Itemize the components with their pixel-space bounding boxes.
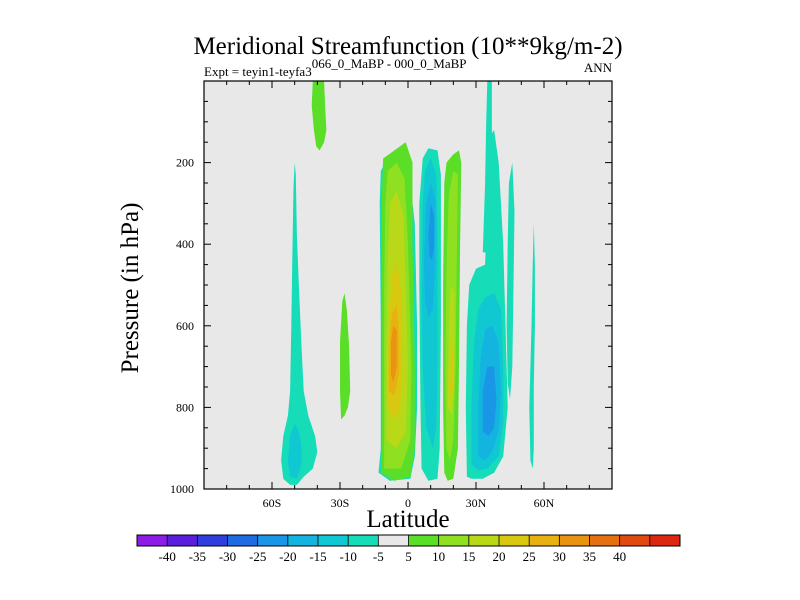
experiment-prefix: Expt = teyin1-teyfa3: [204, 64, 312, 79]
colorbar-swatch: [438, 535, 470, 546]
y-tick-label: 400: [176, 237, 194, 251]
contour-hadley-north-neg-20: [428, 203, 435, 261]
colorbar-label: 40: [613, 549, 626, 564]
colorbar-label: 15: [462, 549, 475, 564]
colorbar-label: -20: [279, 549, 296, 564]
contour-layer: [281, 81, 535, 485]
x-tick-label: 30N: [466, 496, 487, 510]
colorbar-swatch: [589, 535, 621, 546]
y-tick-label: 800: [176, 400, 194, 414]
colorbar-label: -25: [249, 549, 266, 564]
colorbar-label: -40: [158, 549, 175, 564]
colorbar-label: 5: [405, 549, 412, 564]
contour-ferrel-north-25: [449, 346, 454, 400]
colorbar-swatch: [318, 535, 349, 546]
colorbar-swatch: [468, 535, 500, 546]
contour-north-plume-b: [506, 162, 515, 400]
colorbar-label: 30: [553, 549, 566, 564]
colorbar: -40 -35 -30 -25 -20 -15 -10 -5 5 10 15 20 25 30 35 40: [136, 534, 681, 564]
colorbar-swatch: [499, 535, 530, 546]
colorbar-swatch: [378, 535, 409, 546]
contour-north-neg-20: [482, 366, 497, 436]
x-tick-label: 60N: [534, 496, 555, 510]
colorbar-label: 35: [583, 549, 596, 564]
colorbar-swatch: [167, 535, 198, 546]
y-tick-label: 1000: [170, 482, 194, 496]
experiment-subtitle: Expt = teyin1-teyfa3066_0_MaBP - 000_0_M…: [204, 56, 467, 79]
colorbar-label: -10: [339, 549, 356, 564]
colorbar-label: -30: [219, 549, 236, 564]
colorbar-frame: [136, 534, 681, 547]
colorbar-swatch: [227, 535, 259, 546]
colorbar-swatch: [529, 535, 560, 546]
x-tick-label: 0: [405, 496, 411, 510]
colorbar-label: 25: [523, 549, 536, 564]
colorbar-swatch: [197, 535, 228, 546]
x-tick-label: 60S: [263, 496, 282, 510]
colorbar-label: -35: [189, 549, 206, 564]
x-axis-label: Latitude: [366, 506, 449, 533]
y-tick-label: 600: [176, 319, 194, 333]
colorbar-swatch: [619, 535, 651, 546]
contour-north-plume-a: [482, 81, 492, 253]
colorbar-swatch: [287, 535, 319, 546]
colorbar-swatch: [257, 535, 289, 546]
chart-title: Meridional Streamfunction (10**9kg/m-2): [193, 33, 622, 60]
experiment-superscript: 066_0_MaBP - 000_0_MaBP: [312, 56, 467, 71]
colorbar-swatch: [649, 535, 681, 546]
colorbar-label: -15: [309, 549, 326, 564]
colorbar-swatch: [408, 535, 440, 546]
contour-sh-polar-core: [287, 423, 302, 479]
contour-hadley-south-35: [391, 325, 397, 383]
x-tick-label: 30S: [331, 496, 350, 510]
contour-north-plume-c: [529, 223, 535, 469]
season-label: ANN: [584, 60, 613, 75]
contour-sh-polar-cell: [281, 162, 318, 485]
y-axis-label: Pressure (in hPa): [117, 203, 144, 374]
colorbar-label: -5: [373, 549, 384, 564]
y-tick-label: 200: [176, 156, 194, 170]
colorbar-swatch: [137, 535, 168, 546]
colorbar-swatch: [348, 535, 379, 546]
colorbar-swatch: [559, 535, 590, 546]
contour-midlat-green-branch: [340, 293, 351, 420]
contour-upper-green-branch: [311, 81, 327, 151]
colorbar-label: 20: [493, 549, 506, 564]
colorbar-label: 10: [432, 549, 445, 564]
axis-ticks: 60S 30S 0 30N 60N 200 400 600 800 1000: [170, 80, 613, 510]
